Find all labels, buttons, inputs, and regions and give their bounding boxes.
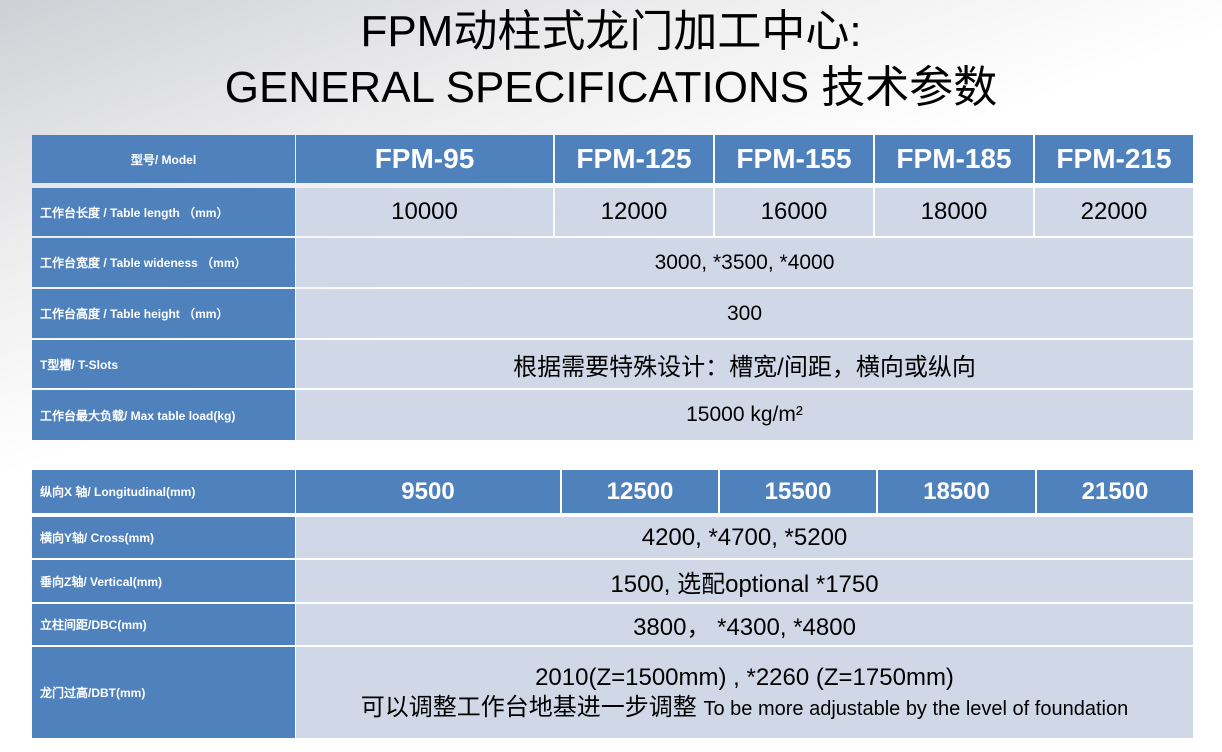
table-cell: 22000 bbox=[1035, 188, 1193, 236]
model-header: FPM-95 bbox=[296, 135, 553, 183]
axis-travel-header: 21500 bbox=[1037, 470, 1193, 513]
row-label: 纵向X 轴/ Longitudinal(mm) bbox=[32, 470, 295, 513]
table-cell: 3000, *3500, *4000 bbox=[296, 238, 1193, 287]
axis-travel-header: 12500 bbox=[562, 470, 718, 513]
model-header: FPM-185 bbox=[875, 135, 1033, 183]
dbt-note: 可以调整工作台地基进一步调整 To be more adjustable by … bbox=[345, 694, 1145, 721]
table-cell: 根据需要特殊设计：槽宽/间距，横向或纵向 bbox=[296, 340, 1193, 388]
model-header-label: 型号/ Model bbox=[32, 135, 295, 183]
table-cell: 10000 bbox=[296, 188, 553, 236]
row-label: 工作台宽度 / Table wideness （mm） bbox=[32, 238, 295, 287]
table-cell: 16000 bbox=[715, 188, 873, 236]
table-cell: 18000 bbox=[875, 188, 1033, 236]
axis-travel-header: 18500 bbox=[878, 470, 1035, 513]
row-label: 工作台长度 / Table length （mm） bbox=[32, 188, 295, 236]
dbt-value: 2010(Z=1500mm) , *2260 (Z=1750mm) bbox=[535, 664, 954, 691]
table-cell: 300 bbox=[296, 289, 1193, 338]
row-label: 横向Y轴/ Cross(mm) bbox=[32, 517, 295, 558]
dbt-note-en: To be more adjustable by the level of fo… bbox=[703, 698, 1129, 720]
axis-travel-header: 15500 bbox=[720, 470, 876, 513]
table-cell: 4200, *4700, *5200 bbox=[296, 517, 1193, 558]
slide-title-line1: FPM动柱式龙门加工中心: bbox=[360, 7, 862, 56]
model-header: FPM-215 bbox=[1035, 135, 1193, 183]
row-label: 工作台最大负载/ Max table load(kg) bbox=[32, 390, 295, 440]
table-cell: 12000 bbox=[555, 188, 713, 236]
model-header: FPM-125 bbox=[555, 135, 713, 183]
row-label: 工作台高度 / Table height （mm） bbox=[32, 289, 295, 338]
table-cell: 1500, 选配optional *1750 bbox=[296, 560, 1193, 602]
row-label: 垂向Z轴/ Vertical(mm) bbox=[32, 560, 295, 602]
table-cell: 15000 kg/m² bbox=[296, 390, 1193, 440]
table-cell-dbt: 2010(Z=1500mm) , *2260 (Z=1750mm) 可以调整工作台… bbox=[296, 647, 1193, 738]
slide-title-line2: GENERAL SPECIFICATIONS 技术参数 bbox=[224, 63, 998, 112]
row-label: T型槽/ T-Slots bbox=[32, 340, 295, 388]
axis-travel-header: 9500 bbox=[296, 470, 560, 513]
model-header: FPM-155 bbox=[715, 135, 873, 183]
dbt-note-cn: 可以调整工作台地基进一步调整 bbox=[360, 694, 697, 721]
row-label: 立柱间距/DBC(mm) bbox=[32, 604, 295, 645]
table-cell: 3800， *4300, *4800 bbox=[296, 604, 1193, 645]
row-label: 龙门过高/DBT(mm) bbox=[32, 647, 295, 738]
